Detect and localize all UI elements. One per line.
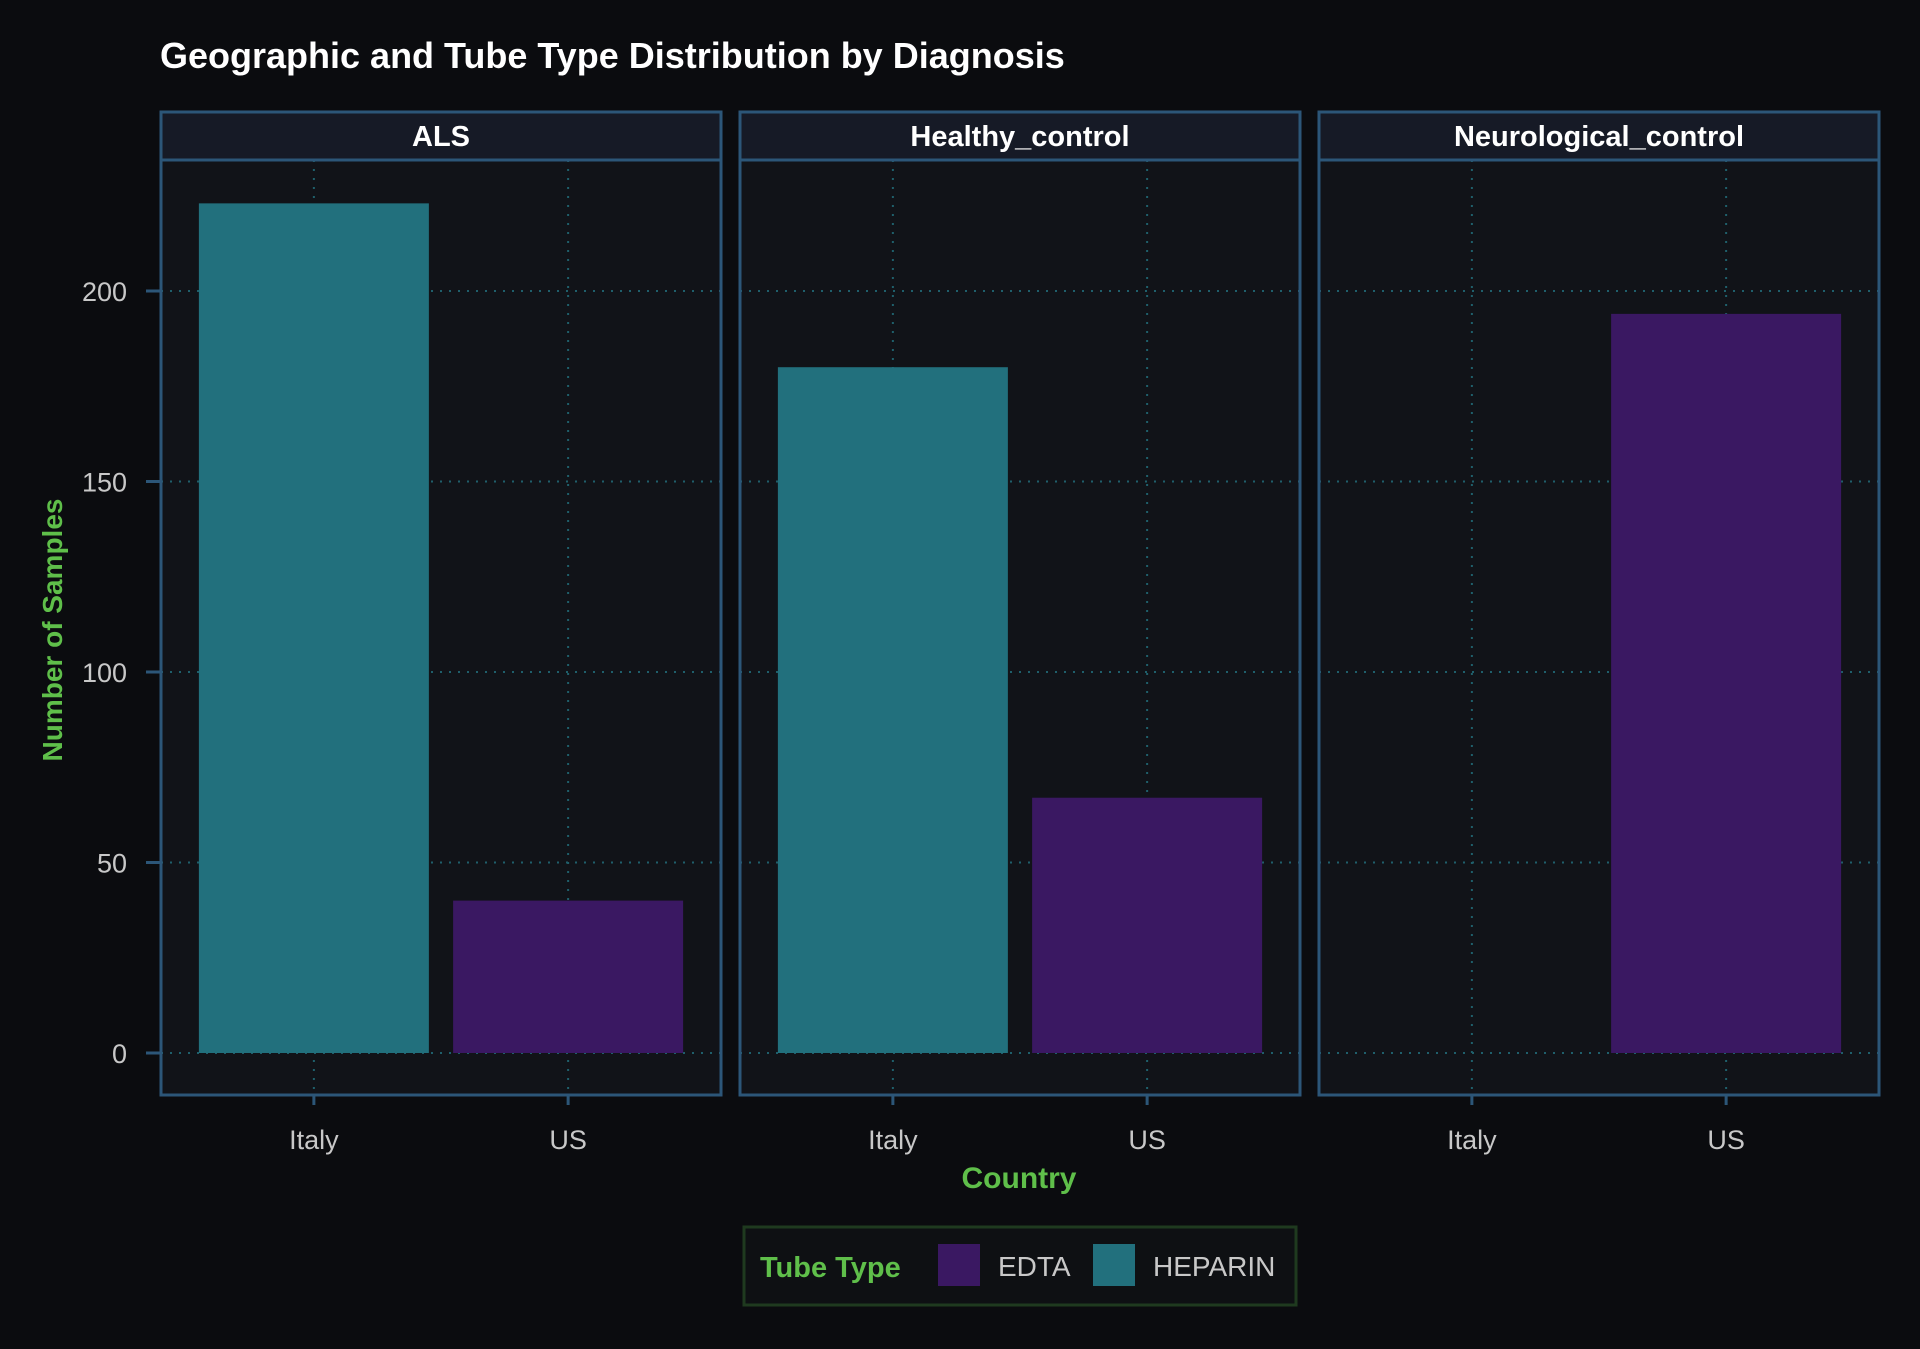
facet-strip-label: Healthy_control [910,121,1129,153]
bar-us-edta [1611,313,1842,1053]
legend-label-heparin: HEPARIN [1153,1251,1275,1282]
legend-title: Tube Type [760,1252,901,1284]
chart-title: Geographic and Tube Type Distribution by… [160,35,1065,76]
legend-key-edta [938,1244,980,1286]
x-tick-label: Italy [1447,1125,1497,1155]
y-tick-label: 50 [97,849,127,879]
legend-box [742,1225,1298,1307]
legend: Tube Type EDTA HEPARIN [742,1225,1298,1307]
facet-neurological-control: Neurological_control Italy US [1317,110,1881,1155]
y-tick-label: 150 [82,468,127,498]
x-tick-label: US [1707,1125,1745,1155]
facet-strip [159,110,723,162]
panel-border [738,158,1302,1097]
bar-italy-heparin [777,367,1008,1053]
legend-key-heparin [1093,1244,1135,1286]
x-tick-label: US [549,1125,587,1155]
y-axis-label: Number of Samples [37,499,68,762]
y-tick-label: 0 [112,1039,127,1069]
panel-border [1317,158,1881,1097]
bar-us-edta [1032,797,1263,1053]
bar-italy-heparin [198,203,429,1053]
x-tick-label: Italy [289,1125,339,1155]
facet-strip-label: Neurological_control [1454,121,1744,153]
x-axis-label: Country [962,1162,1077,1195]
bar-us-edta [453,900,684,1053]
facet-als: ALS Italy US [159,110,723,1155]
x-tick-label: US [1128,1125,1166,1155]
y-tick-label: 100 [82,658,127,688]
panel-border [159,158,723,1097]
facet-healthy-control: Healthy_control Italy US [738,110,1302,1155]
y-tick-label: 200 [82,277,127,307]
x-tick-label: Italy [868,1125,918,1155]
facet-strip-label: ALS [412,121,470,153]
legend-label-edta: EDTA [998,1251,1071,1282]
y-axis: 0 50 100 150 200 [82,277,161,1069]
